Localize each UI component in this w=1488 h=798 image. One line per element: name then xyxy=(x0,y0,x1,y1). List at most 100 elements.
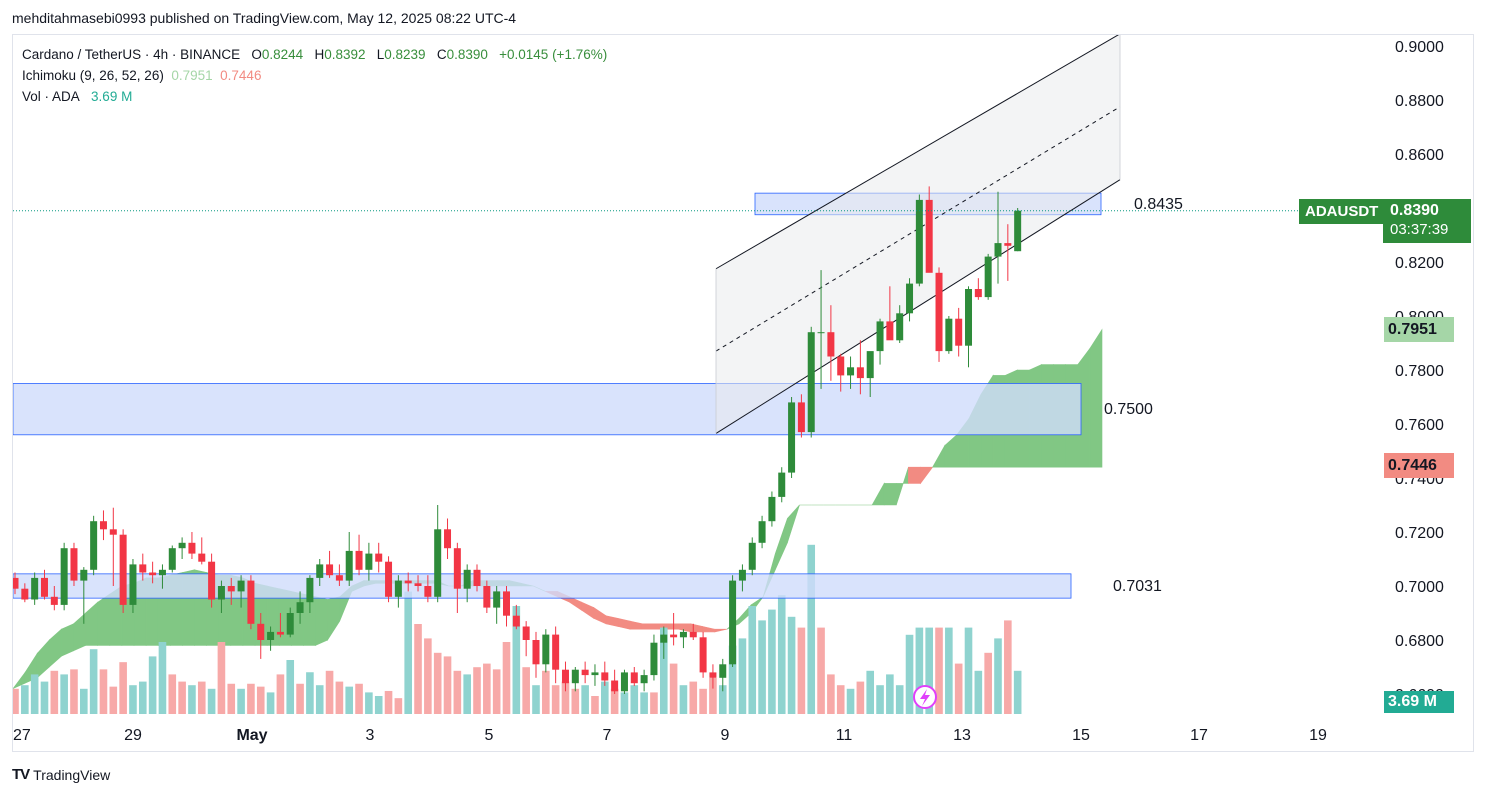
symbol-title[interactable]: Cardano / TetherUS · 4h · BINANCE xyxy=(22,47,241,62)
candle-body xyxy=(345,550,353,581)
span-b-badge: 0.7446 xyxy=(1384,453,1454,478)
candle-body xyxy=(974,289,982,298)
candle-body xyxy=(99,521,107,530)
symbol-row[interactable]: Cardano / TetherUS · 4h · BINANCE O0.824… xyxy=(22,44,607,65)
volume-bar xyxy=(964,627,973,714)
volume-bar xyxy=(109,686,118,714)
price-tick-label: 0.9000 xyxy=(1395,39,1444,56)
zone-label: 0.8435 xyxy=(1134,196,1183,213)
cloud-segment xyxy=(871,482,885,506)
channel-upper-line[interactable] xyxy=(715,34,1120,270)
candle-body xyxy=(896,313,904,341)
candle-body xyxy=(906,283,914,314)
cloud-segment xyxy=(883,483,897,506)
volume-bar xyxy=(256,686,265,714)
volume-bar xyxy=(512,606,521,714)
candle-body xyxy=(355,550,363,570)
candle-body xyxy=(532,640,540,665)
candle-body xyxy=(817,332,825,334)
zone-rect[interactable] xyxy=(13,383,1082,436)
volume-bar xyxy=(453,670,462,714)
volume-bar xyxy=(89,649,98,714)
volume-bar xyxy=(443,656,452,714)
volume-bar xyxy=(286,660,295,714)
chart-panel[interactable] xyxy=(12,34,1474,752)
price-tick-label: 0.6800 xyxy=(1395,633,1444,650)
footer-brand-name: TradingView xyxy=(33,766,111,783)
badge-symbol: ADAUSDT xyxy=(1305,203,1379,220)
ichimoku-row[interactable]: Ichimoku (9, 26, 52, 26) 0.7951 0.7446 xyxy=(22,65,607,86)
candle-body xyxy=(453,548,461,589)
high-value: 0.8392 xyxy=(324,47,366,62)
cloud-segment xyxy=(97,593,111,646)
candle-body xyxy=(90,521,98,570)
cloud-segment xyxy=(714,628,727,633)
candle-body xyxy=(738,569,746,581)
cloud-segment xyxy=(641,623,655,630)
time-tick-label: 15 xyxy=(1072,727,1090,744)
lightning-icon[interactable] xyxy=(913,685,937,709)
volume-bar xyxy=(836,685,845,714)
volume-bar xyxy=(581,685,589,714)
volume-bars xyxy=(13,544,1022,714)
cloud-segment xyxy=(605,615,619,627)
time-tick-label: 11 xyxy=(836,727,853,744)
candle-body xyxy=(21,588,29,600)
volume-bar xyxy=(414,624,422,714)
volume-bar xyxy=(188,685,196,714)
cloud-segment xyxy=(895,467,909,506)
candle-body xyxy=(50,596,58,605)
footer-brand[interactable]: TV TradingView xyxy=(12,766,110,783)
volume-bar xyxy=(21,685,29,714)
last-price-value: 0.8390 xyxy=(1390,202,1439,219)
volume-bar xyxy=(876,685,884,714)
cloud-segment xyxy=(36,639,50,679)
zone-rect[interactable] xyxy=(13,573,1072,599)
candle-body xyxy=(296,602,304,613)
volume-bar xyxy=(827,674,835,714)
cloud-segment xyxy=(1089,328,1103,468)
volume-bar xyxy=(571,688,580,714)
candle-body xyxy=(601,672,609,681)
volume-bar xyxy=(384,690,393,714)
volume-bar xyxy=(601,681,609,714)
candle-body xyxy=(267,631,275,640)
candle-body xyxy=(965,289,973,346)
channel-lower-line[interactable] xyxy=(715,179,1121,434)
volume-bar xyxy=(718,685,727,714)
volume-bar xyxy=(374,696,383,714)
time-tick-label: 7 xyxy=(603,727,612,744)
candle-body xyxy=(522,626,530,640)
ichimoku-label[interactable]: Ichimoku (9, 26, 52, 26) xyxy=(22,68,164,83)
volume-bar xyxy=(856,681,865,714)
volume-bar xyxy=(777,595,786,714)
volume-bar xyxy=(70,669,78,714)
cloud-segment xyxy=(617,618,631,630)
volume-bar xyxy=(473,667,481,714)
volume-bar xyxy=(522,667,530,714)
cloud-segment xyxy=(48,628,62,668)
price-tick-label: 0.8600 xyxy=(1395,147,1444,164)
volume-bar xyxy=(630,685,639,714)
cloud-segment xyxy=(932,444,946,468)
volume-bar xyxy=(561,681,570,714)
volume-bar xyxy=(335,681,344,714)
candle-body xyxy=(404,580,412,584)
last-price-badge: 0.8390 03:37:39 xyxy=(1383,199,1471,243)
span-a-badge: 0.7951 xyxy=(1384,317,1454,342)
volume-row[interactable]: Vol · ADA 3.69 M xyxy=(22,86,607,107)
candle-body xyxy=(689,631,697,638)
candle-body xyxy=(876,321,884,352)
volume-label[interactable]: Vol · ADA xyxy=(22,89,80,104)
candle-body xyxy=(424,586,432,597)
cloud-segment xyxy=(315,596,328,646)
channel-mid-line[interactable] xyxy=(715,106,1121,352)
volume-bar xyxy=(640,692,648,714)
candle-body xyxy=(925,199,933,273)
volume-bar xyxy=(886,674,894,714)
candle-body xyxy=(768,496,776,522)
volume-bar xyxy=(355,683,363,714)
zone-labels: 0.8435 0.7500 0.7031 xyxy=(1104,196,1183,595)
volume-bar xyxy=(709,678,717,714)
